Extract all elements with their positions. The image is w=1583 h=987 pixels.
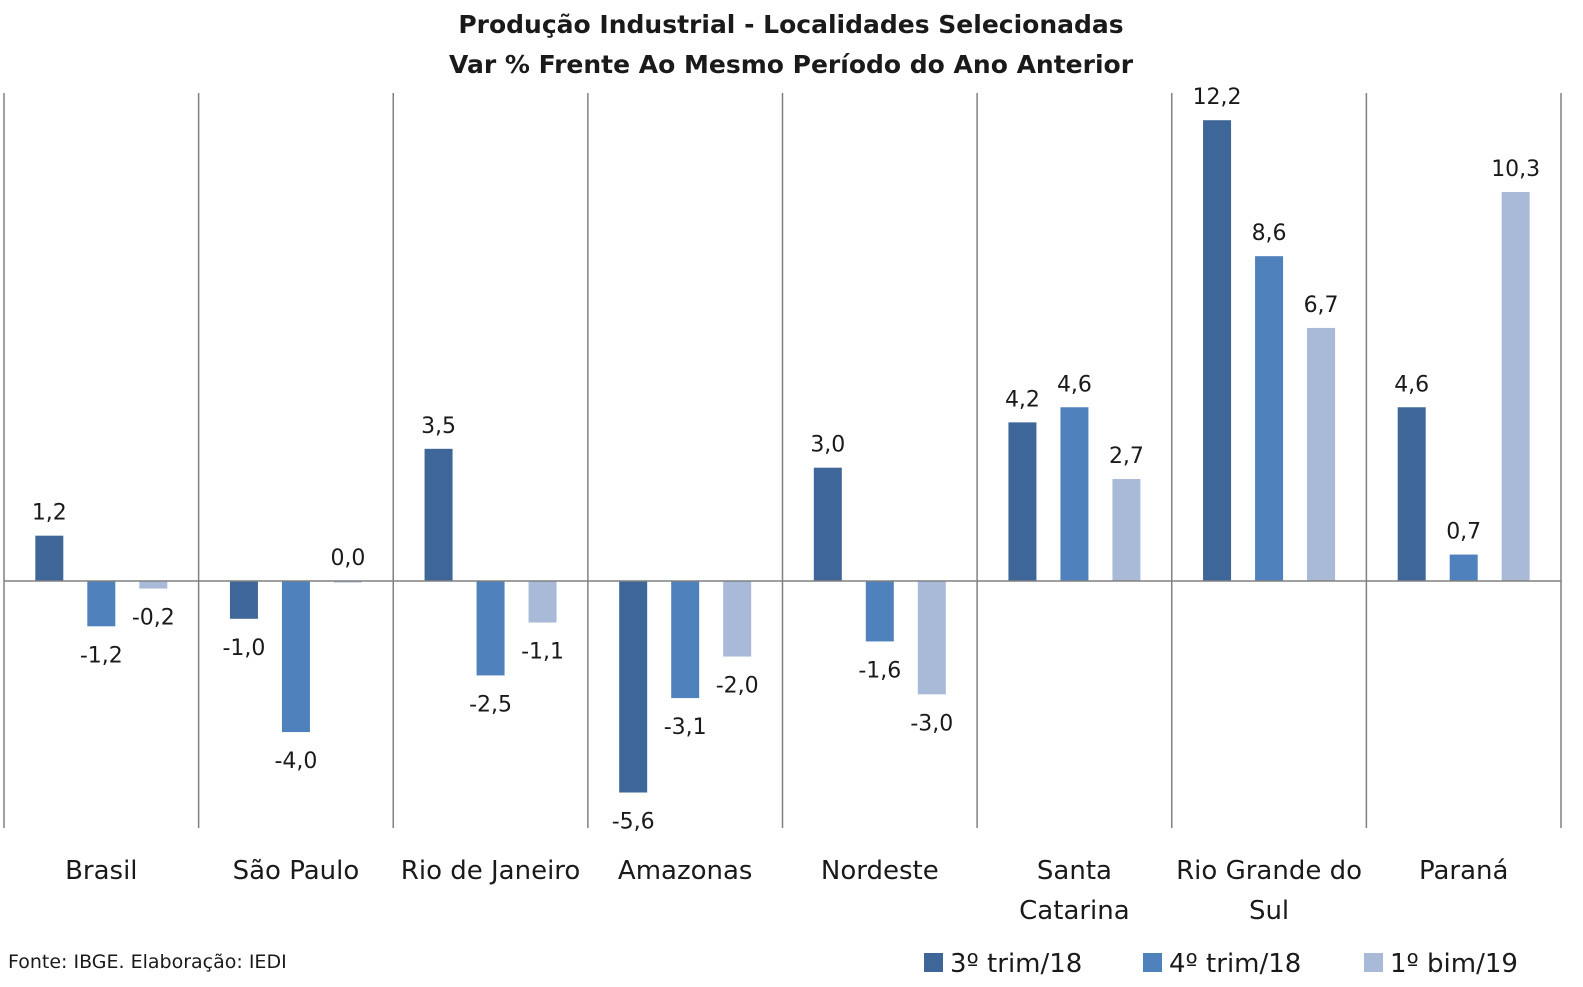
bar xyxy=(424,448,453,581)
bar xyxy=(1112,479,1141,581)
category-label: Rio de Janeiro xyxy=(401,856,581,886)
data-label: -3,0 xyxy=(910,711,953,736)
category-label: Paraná xyxy=(1419,856,1508,886)
data-label: 3,5 xyxy=(421,414,456,439)
data-label: -0,2 xyxy=(132,606,175,631)
legend-item: 3º trim/18 xyxy=(924,949,1082,979)
bar xyxy=(813,467,842,581)
legend-item: 4º trim/18 xyxy=(1143,949,1301,979)
category-label: Nordeste xyxy=(821,856,939,886)
bar xyxy=(1060,407,1089,581)
data-label: -1,2 xyxy=(80,643,123,668)
data-label: 0,7 xyxy=(1446,520,1481,545)
bar xyxy=(619,581,648,793)
legend-swatch xyxy=(1364,953,1383,972)
data-label: 2,7 xyxy=(1109,444,1144,469)
legend-swatch xyxy=(1143,953,1162,972)
category-label: Santa Catarina xyxy=(1019,856,1130,926)
source-note: Fonte: IBGE. Elaboração: IEDI xyxy=(8,951,287,973)
data-label: -4,0 xyxy=(274,749,317,774)
data-label: 4,2 xyxy=(1005,387,1040,412)
legend: 3º trim/18 4º trim/18 1º bim/19 xyxy=(924,949,1518,979)
legend-label: 3º trim/18 xyxy=(950,949,1082,979)
data-label: 1,2 xyxy=(32,501,67,526)
bar xyxy=(1501,191,1530,581)
legend-label: 1º bim/19 xyxy=(1390,949,1518,979)
category-label: Brasil xyxy=(65,856,137,886)
data-label: 0,0 xyxy=(330,546,365,571)
chart-title: Produção Industrial - Localidades Seleci… xyxy=(458,10,1123,39)
data-label: -1,1 xyxy=(521,640,564,665)
bar xyxy=(723,581,752,657)
bar xyxy=(1008,422,1037,581)
data-label: 10,3 xyxy=(1491,157,1540,182)
data-label: 4,6 xyxy=(1057,372,1092,397)
data-label: 6,7 xyxy=(1304,293,1339,318)
legend-label: 4º trim/18 xyxy=(1169,949,1301,979)
data-label: 3,0 xyxy=(810,433,845,458)
bar xyxy=(1307,327,1336,581)
bar xyxy=(281,581,310,733)
bar xyxy=(1203,120,1232,582)
data-label: -3,1 xyxy=(664,715,707,740)
data-label: -2,0 xyxy=(716,674,759,699)
bar xyxy=(139,581,168,589)
legend-item: 1º bim/19 xyxy=(1364,949,1518,979)
plot-area: 1,2 -1,0 3,5 -5,6 3,0 4,2 12,2 4,6 -1,2 -4,0 -2,5 -… xyxy=(3,85,1562,926)
bar xyxy=(671,581,700,699)
bar xyxy=(917,581,946,695)
chart-subtitle: Var % Frente Ao Mesmo Período do Ano Ant… xyxy=(449,50,1134,79)
bar xyxy=(528,581,557,623)
category-label: Rio Grande do Sul xyxy=(1176,856,1362,926)
data-label: 4,6 xyxy=(1394,372,1429,397)
bar xyxy=(865,581,894,642)
category-label: São Paulo xyxy=(233,856,360,886)
bar xyxy=(1449,554,1478,581)
data-label: 8,6 xyxy=(1252,221,1287,246)
data-label: 12,2 xyxy=(1193,85,1242,110)
bar xyxy=(35,535,64,581)
bar xyxy=(229,581,258,619)
legend-swatch xyxy=(924,953,943,972)
bar xyxy=(1255,256,1284,581)
data-label: -2,5 xyxy=(469,692,512,717)
data-label: -5,6 xyxy=(612,810,655,835)
category-label: Amazonas xyxy=(618,856,753,886)
bar xyxy=(1397,407,1426,581)
data-label: -1,6 xyxy=(858,658,901,683)
bar xyxy=(87,581,116,627)
data-label: -1,0 xyxy=(222,636,265,661)
bar xyxy=(476,581,505,676)
